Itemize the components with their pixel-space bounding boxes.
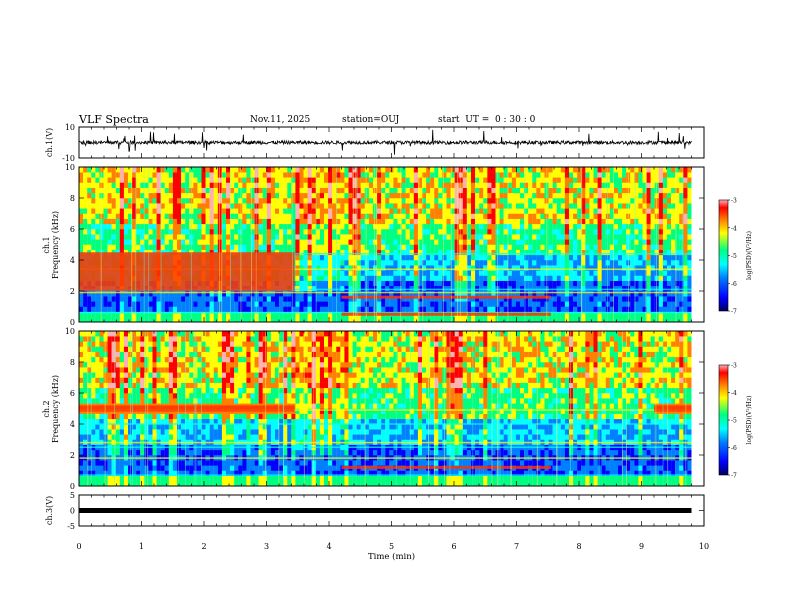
ch2-spectrogram-image [79, 331, 692, 486]
x-tick-label: 5 [389, 542, 394, 551]
ch1-spectrogram-colorbar-tick-label: -5 [731, 253, 737, 260]
ch2-spectrogram-colorbar-tick-label: -4 [731, 390, 737, 397]
ch2-spectrogram-ytick-label: 0 [70, 482, 75, 491]
ch1-ylabel-freq: Frequency (kHz) [51, 211, 60, 279]
ch2-ylabel-channel: ch.2 [42, 400, 51, 417]
ch1-waveform-ytick-label: 10 [65, 123, 75, 132]
ch2-spectrogram-ytick-label: 10 [65, 327, 75, 336]
ch1-spectrogram-colorbar-tick-label: -4 [731, 225, 737, 232]
ch2-spectrogram-colorbar-tick-label: -5 [731, 418, 737, 425]
ch2-spectrogram-ytick-label: 2 [70, 451, 75, 460]
ch1-spectrogram-colorbar-tick-label: -3 [731, 198, 737, 205]
ch2-spectrogram-colorbar-label: log(PSD)(V²/Hz) [746, 396, 753, 445]
ch1-spectrogram-ytick-label: 2 [70, 287, 75, 296]
ch3-waveform-ytick-label: 5 [70, 491, 75, 500]
x-tick-label: 6 [451, 542, 456, 551]
start-time-label: start UT = 0 : 30 : 0 [438, 115, 535, 125]
ch2-spectrogram-ytick-label: 4 [70, 420, 75, 429]
ch1-waveform-ytick-label: -10 [62, 154, 75, 163]
ch1-spectrogram-colorbar-tick-label: -6 [731, 281, 737, 288]
ch2-spectrogram-colorbar [719, 365, 728, 475]
ch1-spectrogram-image [79, 167, 692, 322]
ch1-spectrogram-colorbar-label: log(PSD)(V²/Hz) [746, 231, 753, 280]
ch2-spectrogram-ytick-label: 6 [70, 389, 75, 398]
ch2-spectrogram-colorbar-tick-label: -3 [731, 363, 737, 370]
ch1-spectrogram-feature-band [341, 313, 550, 316]
x-tick-label: 4 [326, 542, 331, 551]
ch1-waveform-trace [79, 130, 692, 155]
x-tick-label: 3 [264, 542, 269, 551]
x-tick-label: 7 [514, 542, 519, 551]
ch1-spectrogram-ytick-label: 10 [65, 163, 75, 172]
ch2-spectrogram-feature-band [79, 405, 295, 411]
x-tick-label: 2 [201, 542, 206, 551]
ch1-spectrogram-colorbar [719, 200, 728, 311]
ch1-spectrogram-ytick-label: 4 [70, 256, 75, 265]
ch3-ylabel: ch.3(V) [45, 496, 54, 525]
x-tick-label: 10 [699, 542, 709, 551]
ch3-waveform-ytick-label: 0 [70, 507, 75, 516]
x-tick-label: 1 [139, 542, 144, 551]
ch1-spectrogram-colorbar-tick-label: -7 [731, 309, 737, 316]
x-axis-label: Time (min) [368, 551, 415, 562]
ch1-spectrogram-feature-band [79, 252, 295, 291]
ch1-spectrogram-feature-band [341, 296, 550, 299]
ch1-ylabel-channel: ch.1 [42, 236, 51, 253]
ch1-spectrogram-ytick-label: 8 [70, 194, 75, 203]
ch2-spectrogram-ytick-label: 8 [70, 358, 75, 367]
ch2-spectrogram-feature-band [341, 466, 550, 469]
ch2-spectrogram-colorbar-tick-label: -7 [731, 473, 737, 480]
x-tick-label: 9 [639, 542, 644, 551]
x-tick-label: 8 [576, 542, 581, 551]
date-label: Nov.11, 2025 [250, 115, 310, 125]
ch1-ylabel: ch.1(V) [45, 128, 54, 157]
station-label: station=OUJ [342, 115, 399, 125]
ch3-waveform-ytick-label: -5 [67, 522, 75, 531]
ch1-spectrogram-ytick-label: 6 [70, 225, 75, 234]
ch1-spectrogram-ytick-label: 0 [70, 318, 75, 327]
x-tick-label: 0 [76, 542, 81, 551]
ch2-ylabel-freq: Frequency (kHz) [51, 375, 60, 443]
chart-title: VLF Spectra [79, 113, 149, 126]
ch2-spectrogram-colorbar-tick-label: -6 [731, 445, 737, 452]
